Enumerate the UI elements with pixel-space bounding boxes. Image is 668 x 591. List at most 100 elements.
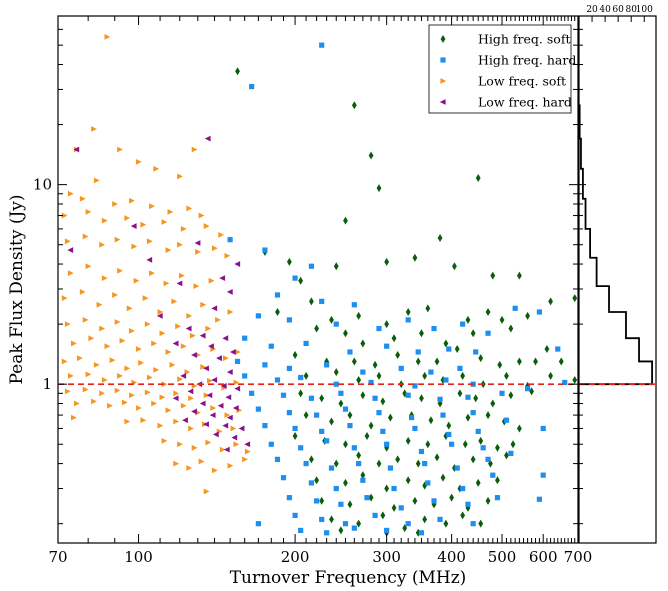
point-high-freq-hard: [412, 425, 418, 432]
point-high-freq-hard: [384, 343, 390, 349]
point-low-freq-soft: [233, 379, 240, 386]
point-high-freq-hard: [446, 346, 452, 352]
point-low-freq-hard: [191, 408, 197, 415]
point-low-freq-soft: [186, 312, 193, 319]
point-high-freq-soft: [356, 519, 362, 528]
point-high-freq-soft: [478, 436, 484, 445]
point-high-freq-hard: [286, 410, 292, 416]
point-low-freq-soft: [161, 437, 168, 444]
point-low-freq-soft: [198, 212, 205, 219]
point-high-freq-hard: [405, 317, 411, 323]
point-high-freq-soft: [303, 411, 309, 420]
point-high-freq-soft: [431, 500, 437, 509]
point-low-freq-soft: [233, 441, 240, 448]
point-high-freq-soft: [572, 294, 578, 303]
point-low-freq-soft: [189, 332, 196, 339]
point-high-freq-hard: [525, 386, 531, 392]
point-high-freq-hard: [418, 530, 425, 536]
point-high-freq-soft: [422, 515, 428, 524]
point-high-freq-hard: [274, 456, 281, 462]
point-high-freq-soft: [376, 459, 382, 468]
point-high-freq-hard: [460, 321, 466, 327]
point-low-freq-soft: [109, 357, 116, 364]
point-low-freq-hard: [208, 343, 214, 350]
point-high-freq-soft: [380, 511, 386, 520]
point-low-freq-hard: [211, 305, 218, 312]
point-low-freq-soft: [124, 418, 131, 425]
point-high-freq-hard: [292, 425, 298, 432]
point-low-freq-soft: [203, 488, 210, 495]
point-high-freq-soft: [298, 276, 304, 285]
point-high-freq-hard: [280, 475, 287, 481]
point-low-freq-soft: [186, 205, 193, 212]
point-high-freq-soft: [525, 311, 531, 320]
point-low-freq-soft: [61, 212, 68, 219]
point-high-freq-hard: [398, 365, 404, 371]
point-low-freq-soft: [177, 441, 183, 448]
point-high-freq-hard: [286, 495, 292, 501]
point-low-freq-soft: [227, 309, 234, 315]
point-low-freq-soft: [112, 201, 118, 207]
point-low-freq-soft: [99, 390, 106, 397]
point-high-freq-soft: [356, 451, 362, 460]
point-high-freq-soft: [333, 459, 339, 468]
point-low-freq-hard: [219, 275, 226, 282]
point-high-freq-soft: [368, 421, 374, 430]
point-high-freq-hard: [415, 349, 421, 355]
point-high-freq-hard: [351, 445, 357, 451]
point-high-freq-soft: [488, 459, 493, 468]
point-high-freq-soft: [391, 503, 397, 512]
point-low-freq-soft: [234, 349, 241, 355]
point-high-freq-hard: [274, 292, 281, 298]
point-low-freq-soft: [104, 343, 111, 350]
point-high-freq-hard: [338, 390, 344, 396]
point-high-freq-hard: [428, 369, 434, 375]
point-high-freq-hard: [485, 456, 491, 462]
point-low-freq-soft: [210, 405, 217, 411]
point-low-freq-soft: [76, 355, 83, 362]
point-low-freq-soft: [82, 233, 89, 240]
point-high-freq-soft: [319, 496, 325, 505]
point-low-freq-soft: [153, 366, 160, 373]
point-high-freq-soft: [372, 360, 378, 369]
point-high-freq-hard: [499, 390, 505, 396]
point-low-freq-hard: [225, 394, 232, 401]
point-high-freq-soft: [275, 308, 280, 317]
point-high-freq-soft: [470, 455, 476, 464]
legend-marker: [439, 99, 446, 105]
point-high-freq-hard: [443, 377, 449, 383]
point-high-freq-hard: [314, 498, 320, 504]
point-high-freq-soft: [548, 297, 553, 306]
point-low-freq-soft: [79, 289, 86, 295]
point-low-freq-soft: [126, 305, 133, 312]
point-high-freq-soft: [533, 357, 538, 366]
x-tick-label: 70: [48, 548, 67, 566]
point-high-freq-soft: [548, 371, 553, 380]
point-high-freq-hard: [418, 448, 425, 455]
series-high-freq-soft: [235, 67, 578, 537]
point-high-freq-soft: [473, 394, 479, 403]
legend-item-high-freq-hard: High freq. hard: [440, 53, 576, 68]
point-high-freq-soft: [485, 496, 491, 505]
point-low-freq-soft: [151, 340, 158, 347]
histogram-x-tick-label: 20: [586, 5, 598, 15]
point-high-freq-soft: [360, 471, 366, 480]
point-high-freq-hard: [508, 450, 514, 456]
point-high-freq-soft: [319, 394, 325, 403]
point-high-freq-soft: [485, 411, 491, 420]
point-high-freq-hard: [465, 501, 471, 507]
point-high-freq-soft: [343, 478, 348, 487]
point-high-freq-soft: [516, 271, 522, 280]
point-low-freq-soft: [169, 361, 176, 368]
point-high-freq-hard: [470, 410, 476, 416]
point-high-freq-hard: [376, 325, 382, 332]
point-high-freq-soft: [475, 173, 481, 182]
point-low-freq-soft: [104, 33, 111, 40]
point-high-freq-soft: [380, 397, 386, 406]
point-low-freq-soft: [193, 283, 200, 290]
point-low-freq-hard: [180, 373, 187, 379]
point-low-freq-soft: [67, 270, 74, 277]
point-high-freq-soft: [478, 354, 484, 363]
point-high-freq-hard: [437, 396, 443, 402]
